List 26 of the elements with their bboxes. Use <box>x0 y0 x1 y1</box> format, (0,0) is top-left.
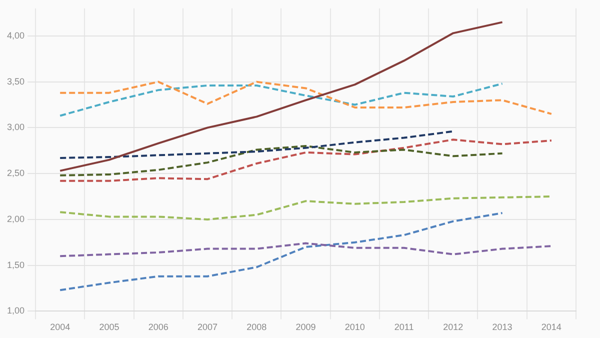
x-tick-label: 2006 <box>148 322 168 332</box>
x-tick-label: 2011 <box>394 322 414 332</box>
x-tick-label: 2004 <box>50 322 70 332</box>
y-tick-label: 1,50 <box>6 260 25 270</box>
line-series <box>59 138 552 182</box>
x-tick-label: 2010 <box>344 322 365 332</box>
x-tick-label: 2013 <box>492 322 512 332</box>
line-series <box>59 82 504 117</box>
line-series <box>59 130 454 159</box>
y-tick-label: 3,00 <box>6 122 25 132</box>
x-tick-label: 2012 <box>443 322 464 332</box>
x-tick-label: 2009 <box>296 322 316 332</box>
line-series <box>59 242 552 258</box>
y-tick-label: 2,50 <box>6 168 25 178</box>
x-tick-label: 2005 <box>99 322 120 332</box>
y-tick-label: 1,00 <box>6 306 25 316</box>
y-tick-label: 3,50 <box>6 76 25 86</box>
x-tick-label: 2014 <box>541 322 562 332</box>
line-series <box>59 196 552 220</box>
y-tick-label: 4,00 <box>6 30 25 40</box>
x-tick-label: 2008 <box>246 322 267 332</box>
line-series <box>59 145 504 176</box>
y-tick-label: 2,00 <box>6 214 25 224</box>
line-series <box>59 212 504 292</box>
line-series <box>59 80 552 115</box>
x-tick-label: 2007 <box>197 322 218 332</box>
